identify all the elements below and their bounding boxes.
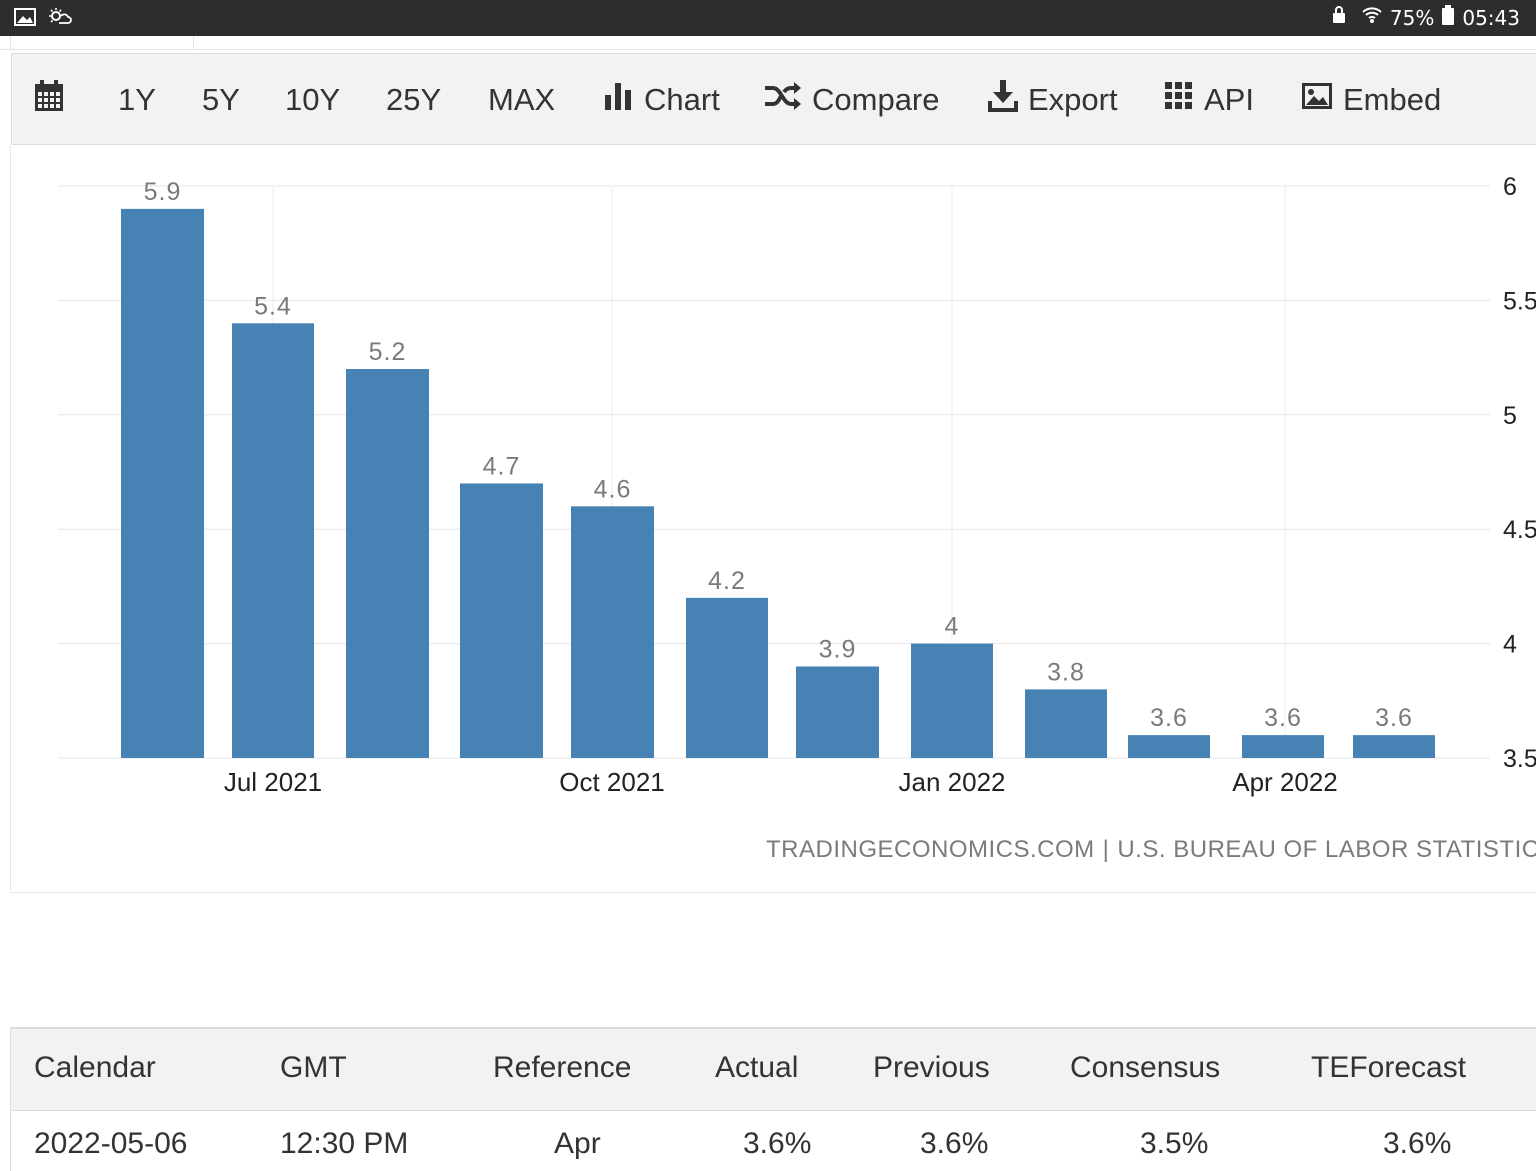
- browser-tab[interactable]: [10, 36, 194, 50]
- source-site[interactable]: TRADINGECONOMICS.COM: [766, 836, 1095, 863]
- chart-bar: [911, 643, 993, 758]
- chart-bar: [1025, 689, 1107, 758]
- chart-bar: [1353, 735, 1435, 758]
- download-icon: [988, 80, 1018, 120]
- bar-value-label: 3.9: [819, 635, 857, 663]
- source-agency[interactable]: U.S. BUREAU OF LABOR STATISTICS: [1117, 836, 1536, 863]
- export-label: Export: [1028, 82, 1118, 117]
- image-icon: [14, 8, 36, 31]
- chart-bar: [796, 666, 879, 758]
- calendar-table: Calendar GMT Reference Actual Previous C…: [10, 1027, 1536, 1171]
- cell-teforecast: 3.6%: [1383, 1127, 1452, 1160]
- calendar-icon: [34, 80, 64, 120]
- chart-bar: [686, 597, 768, 758]
- compare-button[interactable]: Compare: [764, 54, 940, 146]
- embed-label: Embed: [1343, 82, 1442, 117]
- header-actual: Actual: [715, 1051, 799, 1084]
- x-tick-label: Jan 2022: [899, 767, 1006, 797]
- range-25y-label: 25Y: [386, 82, 442, 117]
- range-max-label: MAX: [488, 82, 556, 117]
- cell-consensus: 3.5%: [1140, 1127, 1209, 1160]
- bar-value-label: 4: [945, 613, 960, 641]
- cell-gmt: 12:30 PM: [280, 1127, 409, 1160]
- bar-value-label: 5.4: [254, 292, 292, 320]
- header-teforecast: TEForecast: [1311, 1051, 1467, 1084]
- chart-toolbar: 1Y 5Y 10Y 25Y MAX Chart Compare Export A…: [11, 53, 1536, 145]
- range-max-button[interactable]: MAX: [488, 54, 555, 146]
- bar-value-label: 5.2: [369, 338, 407, 366]
- header-consensus: Consensus: [1070, 1051, 1221, 1084]
- header-calendar: Calendar: [34, 1051, 156, 1084]
- weather-icon: [48, 7, 72, 32]
- status-bar: 75% 05:43: [0, 0, 1536, 36]
- chart-bar: [232, 323, 314, 758]
- shuffle-icon: [764, 81, 802, 119]
- header-reference: Reference: [493, 1051, 632, 1084]
- tab-strip: [0, 36, 1536, 50]
- range-10y-label: 10Y: [285, 82, 341, 117]
- battery-percent: 75%: [1389, 6, 1435, 30]
- cell-date: 2022-05-06: [34, 1127, 188, 1160]
- battery-icon: [1442, 5, 1455, 31]
- table-header: Calendar GMT Reference Actual Previous C…: [11, 1029, 1536, 1111]
- clock: 05:43: [1462, 6, 1520, 30]
- y-tick-label: 6: [1503, 173, 1517, 201]
- bar-value-label: 3.6: [1375, 704, 1413, 732]
- bar-value-label: 4.7: [483, 452, 521, 480]
- table-row[interactable]: 2022-05-06 12:30 PM Apr 3.6% 3.6% 3.5% 3…: [11, 1111, 1536, 1171]
- bar-value-label: 4.2: [708, 567, 746, 595]
- range-1y-label: 1Y: [118, 82, 156, 117]
- range-25y-button[interactable]: 25Y: [386, 54, 441, 146]
- api-button[interactable]: API: [1164, 54, 1254, 146]
- y-tick-label: 5.5: [1503, 287, 1536, 315]
- chart-bar: [1128, 735, 1210, 758]
- lock-icon: [1332, 6, 1346, 30]
- range-5y-button[interactable]: 5Y: [202, 54, 240, 146]
- bar-value-label: 3.6: [1150, 704, 1188, 732]
- chart-label: Chart: [644, 82, 720, 117]
- picture-icon: [1301, 82, 1333, 118]
- range-5y-label: 5Y: [202, 82, 240, 117]
- chart-bar: [1242, 735, 1324, 758]
- chart-type-button[interactable]: Chart: [604, 54, 720, 146]
- bar-value-label: 3.8: [1047, 658, 1085, 686]
- bar-chart[interactable]: 6 5.5 5 4.5 4 3.5 5.9 5.4 5.2 4.7 4.6 4.2 3.9 4 3.8 3.6…: [0, 145, 1536, 835]
- range-1y-button[interactable]: 1Y: [118, 54, 156, 146]
- y-tick-label: 3.5: [1503, 745, 1536, 773]
- compare-label: Compare: [812, 82, 940, 117]
- wifi-icon: [1362, 6, 1382, 30]
- chart-bar: [121, 208, 204, 758]
- chart-source: TRADINGECONOMICS.COM | U.S. BUREAU OF LABO…: [766, 836, 1536, 864]
- cell-actual: 3.6%: [743, 1127, 812, 1160]
- bar-chart-icon: [604, 81, 634, 119]
- bar-value-label: 4.6: [594, 475, 632, 503]
- x-tick-label: Apr 2022: [1232, 767, 1338, 797]
- x-tick-label: Oct 2021: [559, 767, 665, 797]
- x-tick-label: Jul 2021: [224, 767, 322, 797]
- header-gmt: GMT: [280, 1051, 347, 1084]
- bar-value-label: 3.6: [1264, 704, 1302, 732]
- grid-icon: [1164, 81, 1194, 119]
- chart-bar: [571, 506, 654, 758]
- bar-value-label: 5.9: [144, 178, 182, 206]
- chart-bar: [460, 483, 543, 758]
- y-tick-label: 4.5: [1503, 516, 1536, 544]
- header-previous: Previous: [873, 1051, 990, 1084]
- y-tick-label: 4: [1503, 631, 1517, 659]
- cell-previous: 3.6%: [920, 1127, 989, 1160]
- embed-button[interactable]: Embed: [1301, 54, 1441, 146]
- api-label: API: [1204, 82, 1254, 117]
- export-button[interactable]: Export: [988, 54, 1118, 146]
- cell-reference: Apr: [554, 1127, 601, 1160]
- chart-bar: [346, 369, 429, 758]
- y-tick-label: 5: [1503, 402, 1517, 430]
- source-separator: |: [1102, 836, 1110, 863]
- range-10y-button[interactable]: 10Y: [285, 54, 340, 146]
- calendar-button[interactable]: [34, 54, 64, 146]
